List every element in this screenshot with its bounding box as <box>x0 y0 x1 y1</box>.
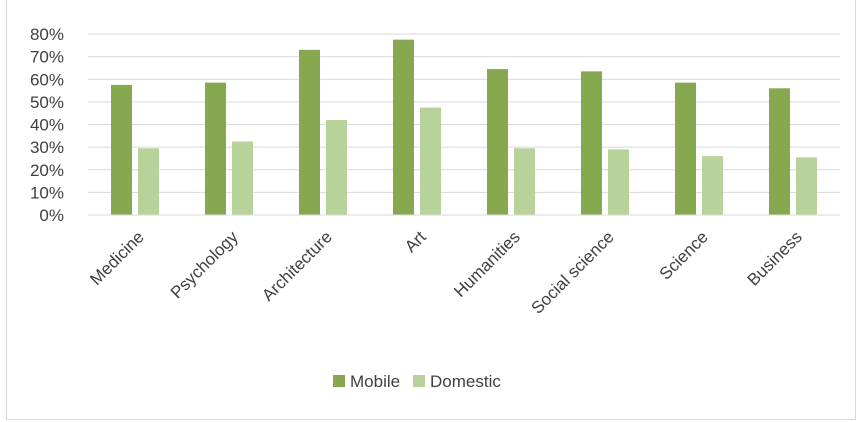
x-category-label: Art <box>401 227 430 256</box>
bar-mobile-art <box>393 39 414 215</box>
legend-label-mobile: Mobile <box>350 372 400 391</box>
bar-domestic-medicine <box>138 148 159 215</box>
y-tick-label: 10% <box>30 183 64 202</box>
x-category-label: Social science <box>528 227 618 317</box>
bar-domestic-humanities <box>514 148 535 215</box>
bar-domestic-architecture <box>326 119 347 215</box>
bar-mobile-architecture <box>299 49 320 216</box>
x-category-label: Science <box>656 227 712 283</box>
x-category-label: Psychology <box>167 227 242 302</box>
y-tick-label: 70% <box>30 48 64 67</box>
bar-mobile-medicine <box>111 84 132 215</box>
x-category-label: Business <box>744 227 806 289</box>
y-tick-label: 80% <box>30 25 64 44</box>
bar-mobile-psychology <box>205 82 226 215</box>
y-tick-label: 30% <box>30 138 64 157</box>
x-category-label: Medicine <box>86 227 148 289</box>
bar-mobile-business <box>769 88 790 215</box>
legend-swatch-mobile <box>333 375 345 387</box>
y-tick-label: 0% <box>39 206 64 225</box>
bar-mobile-social-science <box>581 71 602 215</box>
bar-mobile-humanities <box>487 69 508 215</box>
x-category-label: Humanities <box>450 227 524 301</box>
legend-label-domestic: Domestic <box>430 372 501 391</box>
bar-domestic-social-science <box>608 149 629 215</box>
gridlines <box>88 33 840 193</box>
y-axis-tick-labels: 0% 10% 20% 30% 40% 50% 60% 70% 80% <box>30 25 64 225</box>
bar-mobile-science <box>675 82 696 215</box>
y-tick-label: 40% <box>30 116 64 135</box>
legend-swatch-domestic <box>413 375 425 387</box>
legend: Mobile Domestic <box>333 372 501 391</box>
x-axis-category-labels: Medicine Psychology Architecture Art Humanit… <box>86 227 806 318</box>
bar-domestic-psychology <box>232 141 253 215</box>
bar-domestic-science <box>702 156 723 215</box>
bars <box>111 39 817 216</box>
bar-domestic-art <box>420 107 441 215</box>
bar-domestic-business <box>796 157 817 215</box>
y-tick-label: 50% <box>30 93 64 112</box>
x-category-label: Architecture <box>258 227 336 305</box>
y-tick-label: 60% <box>30 70 64 89</box>
y-tick-label: 20% <box>30 161 64 180</box>
